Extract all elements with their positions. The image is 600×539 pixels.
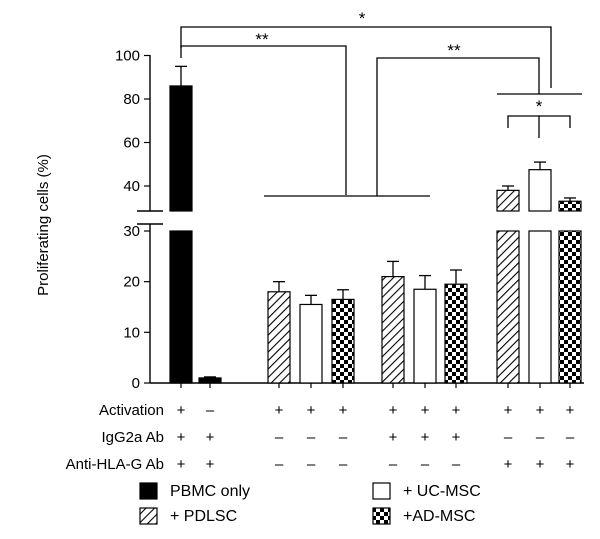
legend-label: + PDLSC: [170, 508, 237, 525]
condition-value: +: [389, 402, 398, 419]
bar: [267, 291, 291, 384]
condition-value: +: [177, 402, 186, 419]
condition-value: +: [536, 456, 545, 473]
significance-label: *: [536, 97, 543, 116]
condition-value: –: [566, 429, 575, 446]
condition-table: Activation + – + + + + + + + + + IgG2a Ab + + – – – + + + – – –…: [66, 402, 575, 473]
condition-value: +: [536, 402, 545, 419]
condition-value: +: [421, 402, 430, 419]
bar: [198, 377, 222, 384]
legend-swatch: [139, 507, 158, 525]
condition-value: –: [275, 429, 284, 446]
condition-value: +: [452, 402, 461, 419]
y-tick-label: 30: [123, 223, 140, 240]
condition-value: +: [452, 429, 461, 446]
bar: [528, 169, 552, 212]
condition-value: –: [339, 456, 348, 473]
condition-value: –: [339, 429, 348, 446]
significance-label: **: [255, 30, 269, 49]
y-tick-label: 40: [123, 178, 140, 195]
condition-value: +: [206, 456, 215, 473]
condition-row-label: Anti-HLA-G Ab: [66, 456, 164, 473]
bar: [444, 283, 468, 384]
bar: [413, 288, 437, 384]
legend-label: PBMC only: [170, 483, 250, 500]
legend-label: + UC-MSC: [403, 483, 481, 500]
condition-value: +: [275, 402, 284, 419]
condition-value: +: [339, 402, 348, 419]
significance-brackets: ******: [180, 9, 582, 197]
significance-label: **: [447, 41, 461, 60]
y-ticks: 0 10 20 30 40 60 80 100: [115, 48, 150, 392]
condition-value: +: [307, 402, 316, 419]
bar: [496, 230, 520, 384]
condition-row-label: Activation: [99, 402, 164, 419]
condition-value: +: [504, 402, 513, 419]
condition-value: –: [389, 456, 398, 473]
significance-label: *: [359, 9, 366, 28]
y-tick-label: 80: [123, 91, 140, 108]
condition-value: –: [421, 456, 430, 473]
legend-swatch: [139, 482, 158, 500]
bar: [299, 303, 323, 384]
y-tick-label: 60: [123, 135, 140, 152]
legend-swatch: [372, 482, 391, 500]
bar: [558, 230, 582, 384]
bar: [169, 230, 193, 384]
bar: [331, 298, 355, 384]
condition-value: +: [566, 402, 575, 419]
bar: [496, 189, 520, 212]
y-tick-label: 0: [132, 375, 140, 392]
y-axis-label: Proliferating cells (%): [35, 154, 52, 296]
axes: [137, 55, 584, 388]
condition-value: +: [206, 429, 215, 446]
condition-value: –: [452, 456, 461, 473]
bar: [528, 230, 552, 384]
condition-value: –: [206, 402, 215, 419]
significance-bracket: [180, 45, 347, 195]
condition-value: –: [536, 429, 545, 446]
condition-row-label: IgG2a Ab: [101, 429, 164, 446]
legend-label: +AD-MSC: [403, 508, 475, 525]
bar: [558, 200, 582, 212]
y-tick-label: 100: [115, 48, 140, 65]
y-tick-label: 10: [123, 324, 140, 341]
condition-value: +: [504, 456, 513, 473]
legend: PBMC only + UC-MSC + PDLSC +AD-MSC: [139, 482, 481, 525]
bar: [169, 85, 193, 212]
condition-value: +: [177, 429, 186, 446]
condition-value: +: [177, 456, 186, 473]
y-tick-label: 20: [123, 274, 140, 291]
condition-value: –: [307, 456, 316, 473]
condition-value: +: [566, 456, 575, 473]
legend-swatch: [372, 507, 391, 525]
bars: [169, 65, 582, 384]
significance-bracket: [180, 26, 552, 88]
bar: [381, 276, 405, 384]
condition-value: –: [504, 429, 513, 446]
significance-bracket: [376, 57, 540, 196]
condition-value: +: [421, 429, 430, 446]
condition-value: –: [307, 429, 316, 446]
condition-value: –: [275, 456, 284, 473]
condition-value: +: [389, 429, 398, 446]
